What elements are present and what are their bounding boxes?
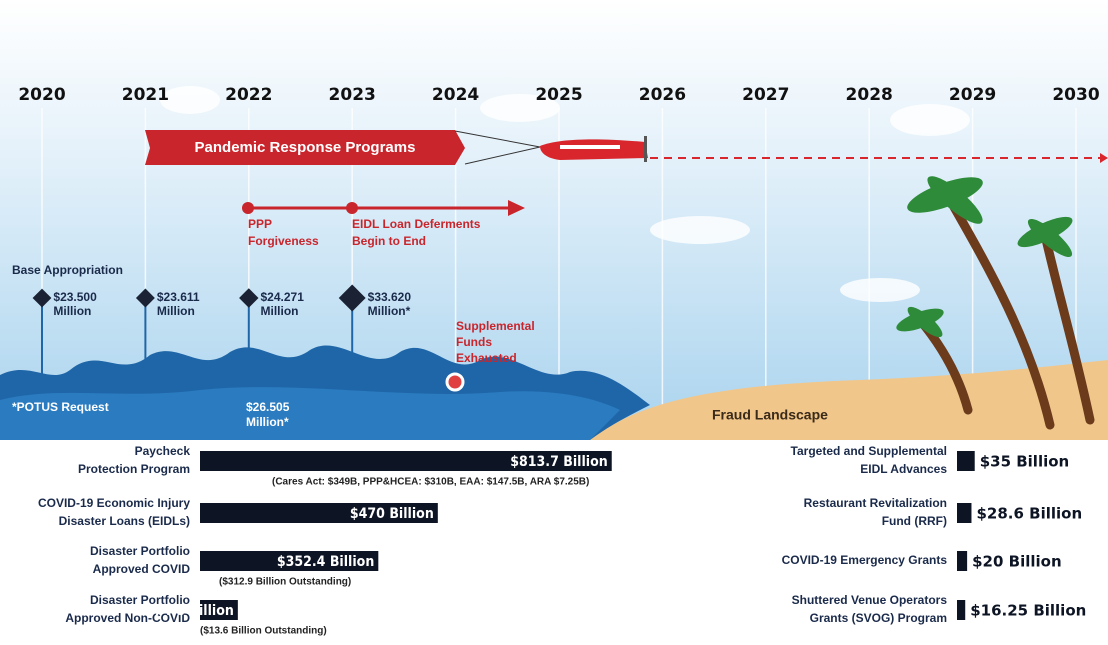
milestone-dot [346,202,358,214]
year-label: 2020 [18,85,65,105]
year-label: 2029 [949,85,996,105]
unit: Million* [246,415,289,429]
amount: $33.620 [368,290,412,304]
program-name: Targeted and Supplemental [791,444,947,458]
bar-label: $16.25 Billion [970,602,1086,620]
bar-note: (Cares Act: $349B, PPP&HCEA: $310B, EAA:… [272,477,589,488]
year-label: 2023 [329,85,376,105]
region-label: Fraud Landscape [712,407,828,423]
bar-label: $20 Billion [972,553,1062,571]
life-ring [447,374,463,390]
program-name: Disaster Portfolio [90,544,190,558]
unit: Million [261,304,299,318]
bar [957,451,975,471]
amount: $23.500 [53,290,97,304]
amount: $23.611 [157,290,200,304]
section-title: Base Appropriation [12,263,123,277]
bar-label: $35 Billion [980,453,1070,471]
milestone-label: Forgiveness [248,234,319,248]
program-name: COVID-19 Emergency Grants [782,553,948,567]
program-name: Protection Program [78,462,190,476]
year-label: 2024 [432,85,479,105]
bar-label: $74.8 Billion [145,603,234,619]
bar [957,503,971,523]
program-name: Disaster Loans (EIDLs) [59,514,190,528]
year-label: 2030 [1052,85,1099,105]
program-name: Approved COVID [93,562,191,576]
year-label: 2025 [535,85,582,105]
bar-label: $470 Billion [350,506,434,522]
milestone-dot [242,202,254,214]
year-label: 2021 [122,85,169,105]
callout: Funds [456,335,492,349]
amount: $26.505 [246,400,290,414]
bar-note: ($312.9 Billion Outstanding) [219,577,351,588]
bar-label: $352.4 Billion [277,554,374,570]
year-label: 2028 [846,85,893,105]
bar [957,600,965,620]
milestone-label: EIDL Loan Deferments [352,217,481,231]
unit: Million [53,304,91,318]
bar-label: $813.7 Billion [510,454,607,470]
program-name: Paycheck [135,444,191,458]
program-name: Shuttered Venue Operators [792,593,948,607]
program-name: COVID-19 Economic Injury [38,496,190,510]
unit: Million [157,304,195,318]
bar [957,551,967,571]
banner-text: Pandemic Response Programs [195,139,416,156]
program-name: Fund (RRF) [882,514,947,528]
year-label: 2026 [639,85,686,105]
milestone-label: Begin to End [352,234,426,248]
milestone-label: PPP [248,217,272,231]
note: *POTUS Request [12,400,109,414]
year-label: 2022 [225,85,272,105]
program-name: Restaurant Revitalization [804,496,947,510]
unit: Million* [368,304,411,318]
callout: Exhausted [456,351,517,365]
program-name: EIDL Advances [860,462,947,476]
infographic: 2020 2021 2022 2023 2024 2025 2026 2027 2028 2029… [0,0,1108,645]
program-name: Grants (SVOG) Program [810,611,947,625]
year-label: 2027 [742,85,789,105]
bar-note: ($13.6 Billion Outstanding) [200,626,327,637]
amount: $24.271 [261,290,305,304]
callout: Supplemental [456,319,535,333]
bar-label: $28.6 Billion [976,505,1082,523]
